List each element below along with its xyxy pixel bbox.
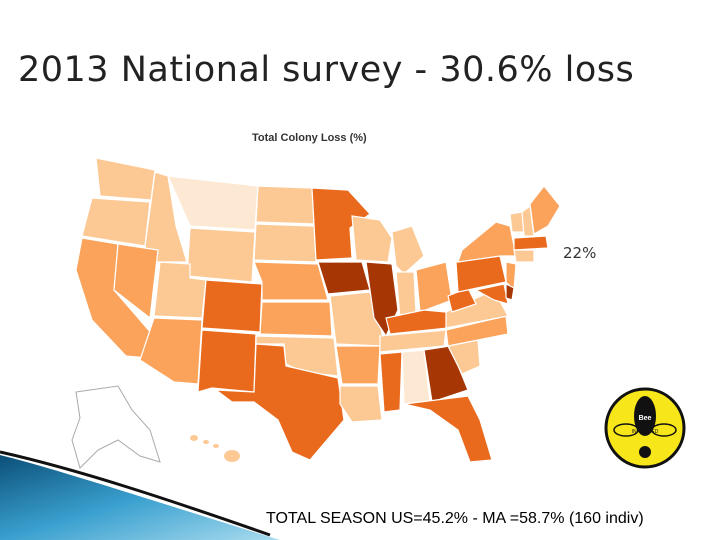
state-wi [351, 215, 393, 263]
state-ga [423, 345, 469, 403]
state-ne [253, 261, 329, 301]
state-ny [457, 221, 517, 263]
state-tn [379, 329, 447, 353]
state-ma [513, 235, 549, 251]
state-la [339, 385, 383, 423]
state-oh [415, 261, 453, 313]
state-nv [113, 243, 159, 320]
state-ct [513, 249, 535, 263]
state-or [81, 197, 151, 247]
state-mi [391, 225, 425, 275]
bee-informed-logo [604, 387, 686, 469]
state-wy [186, 227, 256, 283]
corner-swoosh [0, 455, 280, 540]
footer-summary: TOTAL SEASON US=45.2% - MA =58.7% (160 i… [266, 510, 644, 527]
state-ms [379, 351, 403, 413]
state-mo [329, 291, 385, 347]
state-tx [214, 343, 345, 461]
state-ks [259, 301, 333, 337]
state-me [529, 185, 561, 235]
ma-loss-annotation: 22% [563, 244, 597, 262]
state-in [395, 271, 417, 319]
slide-title: 2013 National survey - 30.6% loss [18, 50, 635, 90]
corner-swoosh-line [0, 450, 271, 537]
state-nm [197, 329, 257, 393]
state-nd [255, 185, 315, 225]
state-ak [71, 385, 161, 469]
state-co [201, 279, 263, 333]
logo-text-top: Bee [639, 415, 652, 422]
state-mn [311, 187, 371, 261]
state-az [139, 317, 203, 385]
us-map [71, 157, 561, 469]
map-title: Total Colony Loss (%) [252, 132, 367, 144]
state-fl [403, 395, 493, 463]
state-ar [335, 345, 381, 385]
state-mt [167, 175, 259, 231]
logo-text-bottom: INFORMED [632, 429, 659, 435]
state-de [505, 283, 515, 301]
state-sd [253, 223, 317, 263]
state-ia [317, 261, 371, 295]
state-wa [95, 157, 156, 201]
state-hi [190, 435, 240, 462]
state-md [474, 283, 509, 305]
